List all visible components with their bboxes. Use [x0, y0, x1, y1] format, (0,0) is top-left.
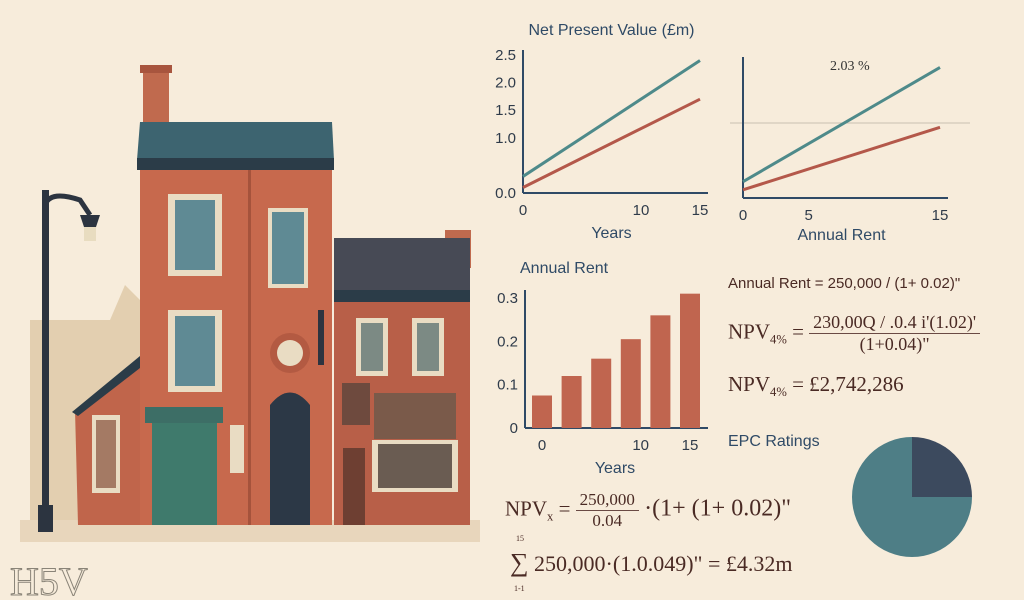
npv4-denominator: (1+0.04)" [859, 334, 930, 354]
npv4-result-value: = £2,742,286 [792, 372, 904, 396]
bar [561, 376, 582, 428]
series-line-red [522, 97, 701, 189]
x-tick-label: 10 [632, 437, 649, 454]
short-townhouse [334, 230, 471, 525]
y-tick-label: 0.0 [495, 185, 516, 202]
npv4-result-label: NPV [728, 372, 771, 396]
y-tick-label: 1.0 [495, 130, 516, 147]
sum-lower: 1-1 [514, 584, 525, 593]
y-tick-label: 2.0 [495, 75, 516, 92]
npvx-numerator: 250,000 [575, 490, 639, 511]
npv4-label: NPV [728, 319, 771, 344]
x-axis-label: Annual Rent [797, 227, 886, 244]
x-tick-label: 10 [633, 202, 650, 219]
bar [680, 293, 700, 428]
pie-slice [912, 437, 972, 497]
y-tick-label: 0.2 [497, 333, 518, 350]
sum-expression: 250,000·(1.0.049)" = £4.32m [534, 551, 793, 576]
sigma-icon: ∑ [510, 548, 529, 577]
npv4-formula: NPV4% = 230,00Q / .0.4 i'(1.02)' (1+0.04)… [728, 312, 981, 355]
y-tick-label: 0.3 [497, 290, 518, 307]
series-line-teal [742, 66, 941, 183]
x-tick-label: 5 [804, 207, 812, 224]
x-tick-label: 15 [682, 437, 699, 454]
y-tick-label: 2.5 [495, 47, 516, 64]
x-tick-label: 15 [692, 202, 709, 219]
npv4-sub: 4% [770, 332, 787, 347]
series-line-teal [522, 59, 701, 178]
y-tick-label: 0.1 [497, 377, 518, 394]
npv4-result: NPV4% = £2,742,286 [728, 372, 904, 400]
annotation: 2.03 % [830, 59, 870, 74]
y-tick-label: 1.5 [495, 102, 516, 119]
sum-formula: 15 ∑ 1-1 250,000·(1.0.049)" = £4.32m [510, 534, 793, 593]
annual-rent-line-chart: 0 5 15 Annual Rent 2.03 % [730, 57, 970, 244]
x-tick-label: 0 [739, 207, 747, 224]
bar [532, 395, 552, 428]
chart-title: EPC Ratings [728, 433, 820, 450]
x-axis-label: Years [591, 225, 631, 242]
x-tick-label: 0 [519, 202, 527, 219]
street-lamp-icon [38, 190, 100, 532]
x-axis-label: Years [595, 460, 635, 477]
npvx-tail: ·(1+ (1+ 0.02)" [644, 495, 791, 522]
sum-upper: 15 [516, 534, 524, 543]
npv-line-chart: Net Present Value (£m) 2.5 2.0 1.5 1.0 0.00 10… [495, 22, 708, 242]
bar [620, 339, 641, 428]
npv4-result-sub: 4% [770, 385, 787, 400]
npvx-label: NPV [505, 496, 548, 521]
sidewalk [20, 520, 480, 542]
npvx-sub: x [547, 509, 554, 524]
epc-pie-chart: EPC Ratings [728, 433, 972, 557]
bar [650, 315, 671, 428]
bar [591, 358, 612, 428]
x-tick-label: 15 [932, 207, 949, 224]
npv4-numerator: 230,00Q / .0.4 i'(1.02)' [809, 312, 981, 334]
npvx-formula: NPVx = 250,000 0.04 ·(1+ (1+ 0.02)" [505, 490, 791, 530]
tall-townhouse [137, 65, 334, 525]
chart-title: Annual Rent [520, 260, 609, 277]
chart-title: Net Present Value (£m) [529, 22, 695, 39]
signature-logo: H5V [10, 559, 88, 600]
y-tick-label: 0 [510, 420, 518, 437]
series-line-red [742, 125, 941, 192]
x-tick-label: 0 [538, 437, 546, 454]
npvx-denominator: 0.04 [592, 511, 623, 530]
annual-rent-formula: Annual Rent = 250,000 / (1+ 0.02)" [728, 275, 961, 292]
